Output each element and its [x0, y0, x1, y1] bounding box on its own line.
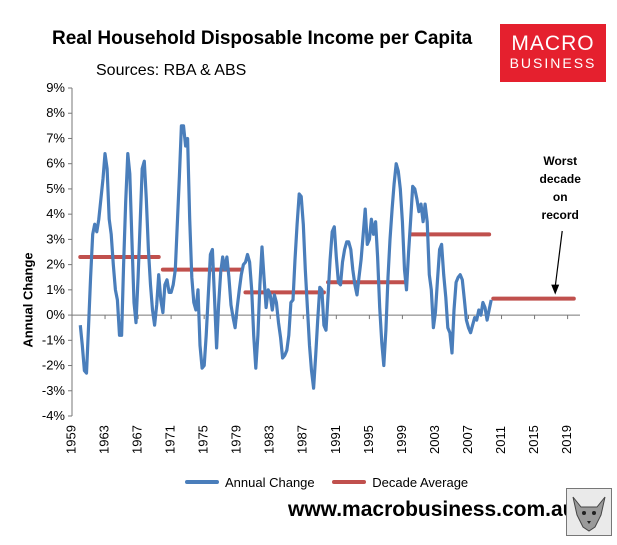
- legend-swatch-annual: [185, 480, 219, 484]
- chart-title: Real Household Disposable Income per Cap…: [52, 28, 473, 49]
- wolf-icon: [566, 488, 612, 536]
- logo-line2: BUSINESS: [509, 55, 597, 71]
- x-tick-label: 1959: [63, 425, 78, 454]
- y-tick-label: 8%: [46, 105, 65, 120]
- annotation-arrow-head: [551, 284, 560, 295]
- x-tick-label: 1967: [130, 425, 145, 454]
- logo-line1: MACRO: [511, 32, 595, 55]
- y-tick-label: 7%: [46, 130, 65, 145]
- annotation-text: Worst: [543, 154, 577, 168]
- annotation-text: on: [553, 190, 568, 204]
- legend-item-annual: Annual Change: [185, 475, 315, 490]
- y-tick-label: 1%: [46, 282, 65, 297]
- x-tick-label: 1991: [328, 425, 343, 454]
- x-tick-label: 1979: [229, 425, 244, 454]
- macrobusiness-logo: MACRO BUSINESS: [500, 24, 606, 82]
- y-tick-label: -2%: [42, 358, 66, 373]
- x-tick-label: 2003: [427, 425, 442, 454]
- x-tick-label: 1971: [163, 425, 178, 454]
- x-tick-label: 1983: [262, 425, 277, 454]
- x-tick-label: 2011: [493, 426, 508, 454]
- legend-swatch-decade: [332, 480, 367, 484]
- x-tick-label: 1987: [295, 425, 310, 454]
- y-tick-label: 4%: [46, 206, 65, 221]
- x-tick-label: 2019: [559, 425, 574, 454]
- x-tick-label: 1995: [361, 425, 376, 454]
- y-tick-label: 9%: [46, 80, 65, 95]
- y-tick-label: -3%: [42, 383, 66, 398]
- annual-change-line: [78, 124, 493, 390]
- annotation-text: decade: [540, 172, 582, 186]
- y-tick-label: 3%: [46, 231, 65, 246]
- website-url: www.macrobusiness.com.au: [288, 498, 576, 521]
- chart-subtitle: Sources: RBA & ABS: [96, 62, 247, 79]
- annotation-arrow-line: [554, 230, 563, 287]
- annotation-text: record: [542, 208, 579, 222]
- legend-item-decade: Decade Average: [332, 475, 468, 490]
- y-tick-label: 2%: [46, 257, 65, 272]
- legend: Annual Change Decade Average: [185, 472, 482, 490]
- y-tick-label: 0%: [46, 307, 65, 322]
- x-tick-label: 2015: [526, 425, 541, 454]
- legend-label-annual: Annual Change: [225, 474, 315, 490]
- y-tick-label: -1%: [42, 332, 66, 347]
- y-tick-label: 5%: [46, 181, 65, 196]
- x-tick-label: 1975: [196, 425, 211, 454]
- y-tick-label: 6%: [46, 156, 65, 171]
- y-tick-label: -4%: [42, 408, 66, 423]
- x-tick-label: 1999: [394, 425, 409, 454]
- x-tick-label: 2007: [460, 425, 475, 454]
- x-tick-label: 1963: [96, 425, 111, 454]
- legend-label-decade: Decade Average: [372, 474, 469, 490]
